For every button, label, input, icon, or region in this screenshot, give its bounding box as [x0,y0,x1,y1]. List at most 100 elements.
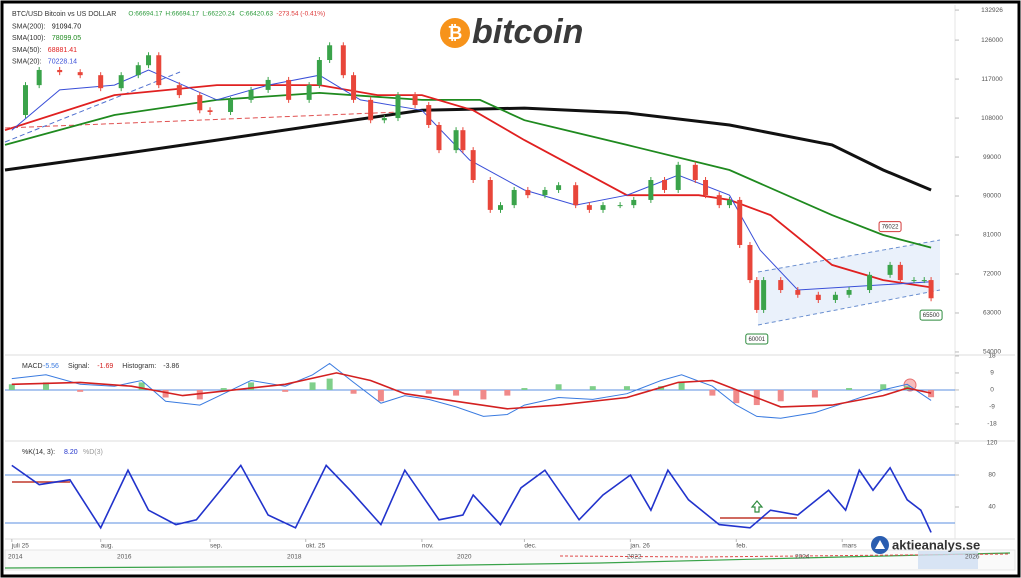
sma-line [11,69,932,291]
logo-icon [440,18,470,48]
panel-title: MACD [22,363,43,370]
candle [265,79,271,90]
annotation-label: 76022 [882,225,899,231]
candle [135,65,141,76]
candle [98,75,104,89]
trend-line [4,111,401,129]
candle [692,164,698,180]
legend-label: SMA(50): [12,47,42,54]
candle [327,45,333,61]
y-tick-label: 90000 [983,193,1001,200]
histogram-bar [733,389,740,404]
legend-label: SMA(200): [12,24,46,31]
candle [453,130,459,151]
brand-icon-mark [875,540,885,549]
candle [381,118,387,121]
candle [176,85,182,96]
navigator-window[interactable] [918,551,978,569]
candle [573,185,579,206]
legend-value: -3.86 [163,363,179,370]
logo-symbol: ₿ [448,23,463,44]
candle [412,95,418,106]
annotation-box [878,221,902,233]
candle [648,180,654,200]
y-tick-label: 72000 [983,271,1001,278]
histogram-bar [8,384,15,390]
y-tick-label: 80 [988,472,996,479]
y-tick-label: 54000 [983,349,1001,356]
y-tick-label: -9 [989,404,995,411]
candle [675,164,681,190]
candle [778,280,784,291]
histogram-bar [77,389,84,392]
legend-value: 68881.41 [48,47,77,54]
x-tick-label: okt. 25 [306,543,326,550]
annotation-box [919,309,943,321]
candle [228,99,234,112]
candle [36,69,42,86]
candle [470,150,476,180]
x-tick-label: nov. [422,543,434,550]
candle [207,110,213,112]
histogram-bar [928,389,935,398]
x-tick-label: aug. [101,543,114,550]
candle [340,45,346,76]
navigator-line [4,552,1011,569]
candle [511,189,517,206]
x-tick-label: feb. [736,543,747,550]
sma-line [4,84,932,289]
candle [887,264,893,275]
x-tick-label: dec. [524,543,536,550]
candle [586,205,592,210]
candle [911,280,917,282]
histogram-bar [678,382,685,390]
legend-label: SMA(100): [12,35,46,42]
legend-label: Histogram: [122,363,156,370]
candle [703,180,709,196]
histogram-bar [309,382,316,390]
navigator-label: 2018 [287,554,302,561]
candle [832,294,838,300]
histogram-bar [326,378,333,390]
x-tick-label: jan. 26 [629,543,650,550]
candle [436,124,442,151]
candle [248,89,254,100]
y-tick-label: 117000 [981,76,1003,83]
candle [351,75,357,100]
y-tick-label: 18 [988,353,996,360]
candle [156,55,162,86]
histogram-bar [589,386,596,390]
legend-value: 78099.05 [52,35,81,42]
annotation-box [745,333,769,345]
legend-label: %D(3) [83,449,103,456]
navigator-label: 2020 [457,554,472,561]
candle [897,264,903,281]
candle [716,195,722,206]
legend-label: Signal: [68,363,89,370]
candle [928,280,934,299]
y-tick-label: -18 [987,421,997,428]
histogram-bar [220,388,227,390]
navigator-label: 2024 [795,554,810,561]
navigator [4,549,1016,571]
candle [460,130,466,151]
legend-value: 70228.14 [48,59,77,66]
y-tick-label: 9 [990,370,994,377]
candle [118,75,124,89]
up-arrow [750,500,764,513]
stoch-line [11,463,932,533]
histogram-bar [162,389,169,398]
candle [306,85,312,100]
x-tick-label: sep. [210,543,222,550]
x-tick-label: juli 25 [11,543,29,550]
candle [395,95,401,119]
brand-text: aktieanalys.se [892,537,980,552]
histogram-bar [248,382,255,390]
y-tick-label: 63000 [983,310,1001,317]
histogram-bar [880,384,887,390]
channel-line [757,289,941,326]
navigator-label: 2014 [8,554,23,561]
candle [498,205,504,210]
histogram-bar [521,388,528,390]
